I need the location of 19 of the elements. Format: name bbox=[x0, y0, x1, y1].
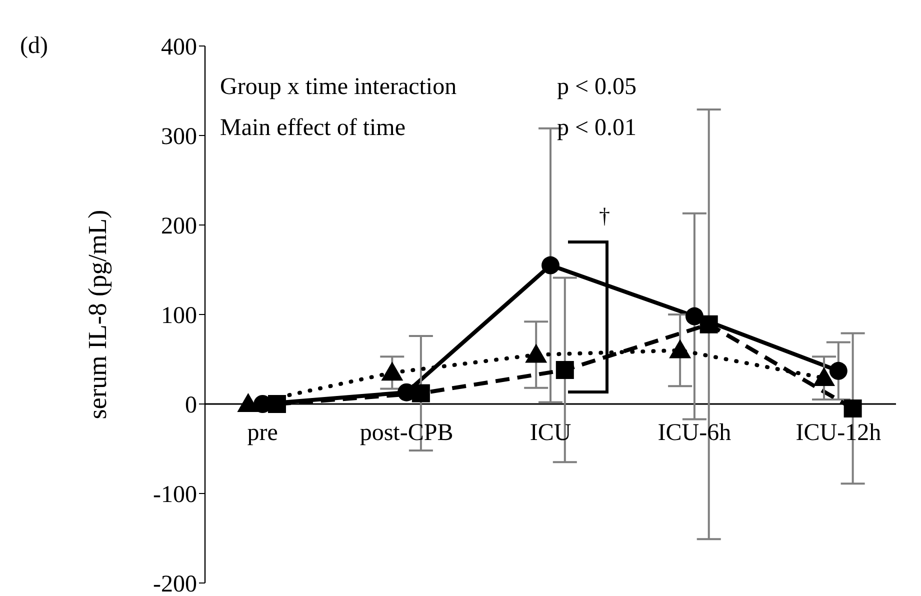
x-tick-label: ICU-12h bbox=[796, 420, 882, 446]
x-tick-label: ICU-6h bbox=[658, 420, 732, 446]
text: (d) bbox=[20, 33, 48, 59]
y-tick-label: -200 bbox=[153, 572, 197, 596]
annotation: Main effect of time bbox=[220, 115, 406, 141]
annotation: p < 0.05 bbox=[557, 74, 637, 100]
x-tick-label: pre bbox=[247, 420, 278, 446]
annotation: Group x time interaction bbox=[220, 74, 457, 100]
y-tick-label: 0 bbox=[185, 392, 197, 419]
y-tick-label: 200 bbox=[161, 214, 197, 240]
y-axis-title: serum IL-8 (pg/mL) bbox=[83, 210, 112, 420]
annotation: p < 0.01 bbox=[557, 115, 637, 141]
y-tick-label: -100 bbox=[153, 482, 197, 508]
y-tick-label: 100 bbox=[161, 303, 197, 330]
y-tick-label: 400 bbox=[161, 34, 197, 61]
x-tick-label: ICU bbox=[530, 420, 572, 446]
x-tick-label: post-CPB bbox=[360, 420, 454, 446]
annotation: † bbox=[599, 203, 610, 228]
y-tick-label: 300 bbox=[161, 124, 197, 150]
